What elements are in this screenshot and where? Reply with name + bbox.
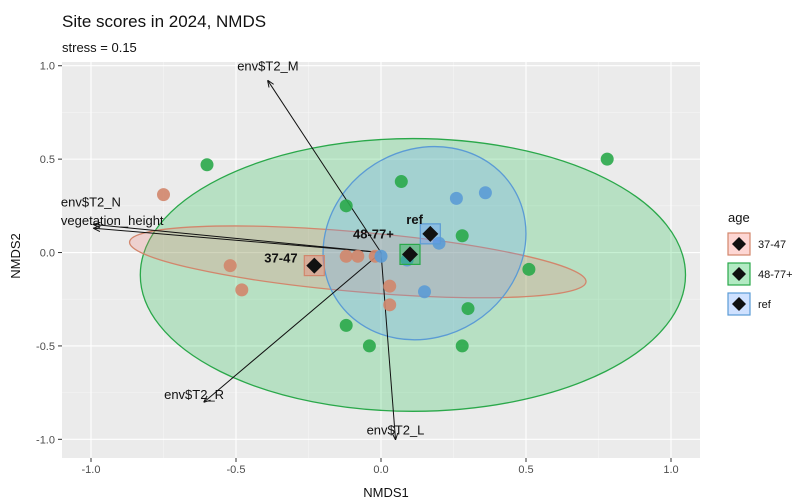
point-48-77+ (394, 175, 408, 189)
legend-label: ref (758, 299, 772, 311)
point-48-77+ (362, 339, 376, 353)
y-axis-ticks: -1.0 -0.5 0.0 0.5 1.0 (36, 61, 62, 446)
y-tick-label: -0.5 (36, 341, 55, 353)
y-axis-title: NMDS2 (8, 233, 23, 279)
chart-title: Site scores in 2024, NMDS (62, 12, 266, 31)
y-tick-label: 1.0 (40, 61, 55, 73)
point-37-47 (383, 279, 397, 293)
point-37-47 (235, 283, 249, 297)
vector-label: env$T2_L (367, 422, 425, 437)
y-tick-label: -1.0 (36, 434, 55, 446)
vector-arrow (94, 228, 382, 254)
point-48-77+ (455, 339, 469, 353)
point-ref (478, 186, 492, 200)
point-37-47 (157, 188, 170, 202)
legend-title: age (728, 210, 750, 225)
vector-label: env$T2_M (237, 59, 298, 74)
x-tick-label: -0.5 (227, 464, 246, 476)
legend-label: 48-77+ (758, 269, 793, 281)
point-ref (449, 191, 463, 205)
x-axis-title: NMDS1 (363, 485, 409, 500)
group-centroids: 37-47 48-77+ ref (264, 212, 441, 277)
centroid-48-77+ (402, 246, 418, 263)
vector-label: env$T2_R (164, 387, 224, 402)
centroid-label: ref (406, 212, 423, 227)
legend-marker (732, 237, 746, 251)
vector-arrow (380, 252, 396, 440)
centroid-label: 37-47 (264, 251, 297, 266)
legend: age 37-47 48-77+ ref (727, 210, 793, 316)
x-tick-label: -1.0 (82, 464, 101, 476)
y-tick-label: 0.5 (40, 154, 55, 166)
y-tick-label: 0.0 (40, 248, 55, 260)
point-48-77+ (339, 199, 353, 213)
centroid-label: 48-77+ (353, 226, 394, 241)
point-48-77+ (200, 158, 214, 172)
ellipse-48-77+ (139, 137, 687, 412)
vector-arrow (268, 81, 382, 253)
point-37-47 (339, 249, 353, 263)
centroid-37-47 (306, 257, 323, 274)
point-ref (432, 236, 446, 250)
x-tick-label: 1.0 (663, 464, 678, 476)
legend-marker (732, 297, 746, 311)
legend-marker (732, 267, 746, 281)
centroid-ref (422, 225, 439, 242)
point-48-77+ (600, 152, 614, 166)
vector-label: vegetation_height (61, 213, 164, 228)
ellipse-ref (322, 145, 527, 341)
point-ref (374, 249, 388, 263)
x-axis-ticks: -1.0 -0.5 0.0 0.5 1.0 (82, 458, 679, 476)
vector-arrow (204, 252, 382, 402)
point-48-77+ (522, 262, 536, 276)
legend-label: 37-47 (758, 239, 786, 251)
x-tick-label: 0.5 (518, 464, 533, 476)
chart-subtitle: stress = 0.15 (62, 40, 137, 55)
point-48-77+ (461, 302, 475, 316)
point-37-47 (223, 259, 237, 273)
point-37-47 (351, 249, 365, 263)
vector-arrow (94, 225, 382, 254)
environment-vectors: env$T2_M env$T2_N vegetation_height env$T2_… (61, 59, 425, 440)
point-48-77+ (339, 318, 353, 332)
point-48-77+ (455, 229, 469, 243)
point-ref (418, 285, 431, 299)
x-tick-label: 0.0 (373, 464, 388, 476)
vector-label: env$T2_N (61, 195, 121, 210)
point-37-47 (383, 298, 397, 312)
